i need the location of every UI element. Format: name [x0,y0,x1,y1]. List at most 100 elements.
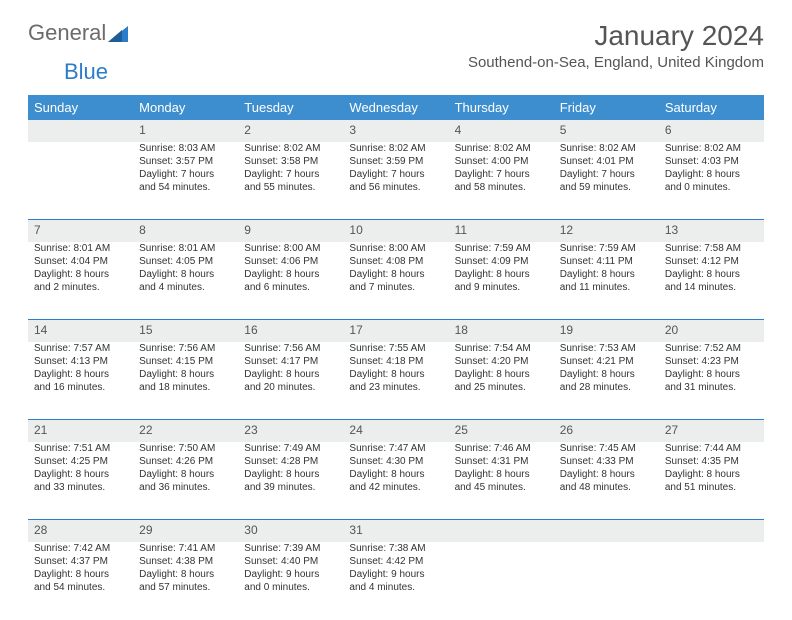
sunset-text: Sunset: 4:42 PM [349,555,442,568]
daylight-text: Daylight: 7 hours and 56 minutes. [349,168,442,194]
day-number: 26 [554,420,659,442]
day-number: 19 [554,320,659,342]
daylight-text: Daylight: 8 hours and 9 minutes. [455,268,548,294]
day-cell [659,542,764,620]
sunset-text: Sunset: 3:57 PM [139,155,232,168]
sunrise-text: Sunrise: 7:55 AM [349,342,442,355]
day-cell: Sunrise: 7:41 AMSunset: 4:38 PMDaylight:… [133,542,238,620]
sunset-text: Sunset: 4:04 PM [34,255,127,268]
day-number: 20 [659,320,764,342]
daylight-text: Daylight: 8 hours and 25 minutes. [455,368,548,394]
sunset-text: Sunset: 4:35 PM [665,455,758,468]
day-number: 9 [238,220,343,242]
daylight-text: Daylight: 8 hours and 7 minutes. [349,268,442,294]
sunrise-text: Sunrise: 7:38 AM [349,542,442,555]
logo-word-blue: Blue [64,59,108,84]
day-number: 8 [133,220,238,242]
sunrise-text: Sunrise: 7:42 AM [34,542,127,555]
daylight-text: Daylight: 8 hours and 14 minutes. [665,268,758,294]
day-number: 16 [238,320,343,342]
sunset-text: Sunset: 4:00 PM [455,155,548,168]
day-number: 30 [238,520,343,542]
daylight-text: Daylight: 8 hours and 51 minutes. [665,468,758,494]
month-title: January 2024 [468,20,764,52]
daynum-row: 14151617181920 [28,320,764,342]
day-cell: Sunrise: 7:49 AMSunset: 4:28 PMDaylight:… [238,442,343,520]
daylight-text: Daylight: 7 hours and 59 minutes. [560,168,653,194]
day-number [659,520,764,542]
day-number: 21 [28,420,133,442]
day-cell: Sunrise: 7:47 AMSunset: 4:30 PMDaylight:… [343,442,448,520]
day-number: 28 [28,520,133,542]
daylight-text: Daylight: 8 hours and 11 minutes. [560,268,653,294]
sunrise-text: Sunrise: 7:51 AM [34,442,127,455]
day-cell: Sunrise: 8:02 AMSunset: 3:59 PMDaylight:… [343,142,448,220]
day-header: Saturday [659,95,764,120]
daylight-text: Daylight: 8 hours and 45 minutes. [455,468,548,494]
day-cell: Sunrise: 7:59 AMSunset: 4:09 PMDaylight:… [449,242,554,320]
daylight-text: Daylight: 8 hours and 28 minutes. [560,368,653,394]
sunrise-text: Sunrise: 7:59 AM [455,242,548,255]
day-cell: Sunrise: 8:02 AMSunset: 3:58 PMDaylight:… [238,142,343,220]
day-number: 13 [659,220,764,242]
daylight-text: Daylight: 8 hours and 57 minutes. [139,568,232,594]
daylight-text: Daylight: 9 hours and 4 minutes. [349,568,442,594]
day-cell: Sunrise: 7:56 AMSunset: 4:15 PMDaylight:… [133,342,238,420]
daylight-text: Daylight: 8 hours and 2 minutes. [34,268,127,294]
day-number: 11 [449,220,554,242]
day-header: Thursday [449,95,554,120]
daylight-text: Daylight: 8 hours and 39 minutes. [244,468,337,494]
day-number: 18 [449,320,554,342]
day-cell [449,542,554,620]
sunset-text: Sunset: 4:21 PM [560,355,653,368]
daylight-text: Daylight: 8 hours and 48 minutes. [560,468,653,494]
day-header: Monday [133,95,238,120]
day-number [554,520,659,542]
sunset-text: Sunset: 4:05 PM [139,255,232,268]
sunrise-text: Sunrise: 7:49 AM [244,442,337,455]
daylight-text: Daylight: 8 hours and 42 minutes. [349,468,442,494]
sunset-text: Sunset: 3:59 PM [349,155,442,168]
sunrise-text: Sunrise: 7:56 AM [139,342,232,355]
day-cell: Sunrise: 7:38 AMSunset: 4:42 PMDaylight:… [343,542,448,620]
day-number: 12 [554,220,659,242]
day-cell: Sunrise: 7:44 AMSunset: 4:35 PMDaylight:… [659,442,764,520]
sunrise-text: Sunrise: 8:02 AM [455,142,548,155]
sunset-text: Sunset: 4:23 PM [665,355,758,368]
day-number: 7 [28,220,133,242]
day-number: 25 [449,420,554,442]
daylight-text: Daylight: 8 hours and 18 minutes. [139,368,232,394]
day-number: 29 [133,520,238,542]
week-row: Sunrise: 8:01 AMSunset: 4:04 PMDaylight:… [28,242,764,320]
logo-triangle-icon [108,24,128,42]
sunset-text: Sunset: 4:15 PM [139,355,232,368]
day-cell [554,542,659,620]
day-cell: Sunrise: 7:51 AMSunset: 4:25 PMDaylight:… [28,442,133,520]
day-cell: Sunrise: 8:00 AMSunset: 4:06 PMDaylight:… [238,242,343,320]
day-number: 22 [133,420,238,442]
day-cell: Sunrise: 7:57 AMSunset: 4:13 PMDaylight:… [28,342,133,420]
sunset-text: Sunset: 4:17 PM [244,355,337,368]
daylight-text: Daylight: 8 hours and 36 minutes. [139,468,232,494]
day-cell: Sunrise: 7:58 AMSunset: 4:12 PMDaylight:… [659,242,764,320]
logo: General [28,20,130,46]
sunrise-text: Sunrise: 8:01 AM [34,242,127,255]
sunset-text: Sunset: 4:12 PM [665,255,758,268]
day-cell: Sunrise: 7:54 AMSunset: 4:20 PMDaylight:… [449,342,554,420]
day-cell: Sunrise: 7:39 AMSunset: 4:40 PMDaylight:… [238,542,343,620]
sunrise-text: Sunrise: 7:57 AM [34,342,127,355]
day-number: 15 [133,320,238,342]
day-cell: Sunrise: 8:01 AMSunset: 4:05 PMDaylight:… [133,242,238,320]
sunset-text: Sunset: 4:01 PM [560,155,653,168]
day-number: 14 [28,320,133,342]
sunrise-text: Sunrise: 8:00 AM [349,242,442,255]
sunrise-text: Sunrise: 8:00 AM [244,242,337,255]
week-row: Sunrise: 7:51 AMSunset: 4:25 PMDaylight:… [28,442,764,520]
day-number [28,120,133,142]
day-cell: Sunrise: 7:52 AMSunset: 4:23 PMDaylight:… [659,342,764,420]
sunrise-text: Sunrise: 7:39 AM [244,542,337,555]
day-cell: Sunrise: 8:02 AMSunset: 4:03 PMDaylight:… [659,142,764,220]
sunset-text: Sunset: 4:31 PM [455,455,548,468]
day-cell: Sunrise: 8:02 AMSunset: 4:00 PMDaylight:… [449,142,554,220]
day-cell [28,142,133,220]
